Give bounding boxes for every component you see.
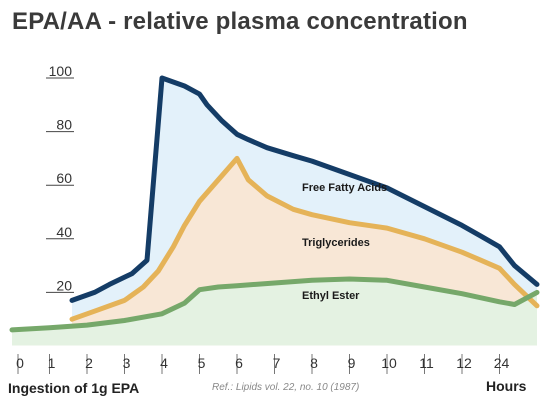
x-tick-label: 5 <box>198 355 206 371</box>
x-tick-label: 8 <box>310 355 318 371</box>
x-tick-label: 7 <box>273 355 281 371</box>
x-tick-label: 2 <box>85 355 93 371</box>
x-tick-label: 3 <box>123 355 131 371</box>
series-areas <box>12 78 537 346</box>
x-axis-caption: Ingestion of 1g EPA <box>8 380 140 396</box>
x-tick-label: 0 <box>16 355 24 371</box>
series-label-1: Triglycerides <box>302 237 370 249</box>
series-line-2 <box>9 276 540 333</box>
series-line-0 <box>69 75 540 303</box>
x-tick-label: 6 <box>235 355 243 371</box>
x-tick-label: 1 <box>48 355 56 371</box>
series-line-1 <box>69 155 540 322</box>
y-tick-label: 100 <box>49 63 73 79</box>
chart-title: EPA/AA - relative plasma concentration <box>12 8 468 35</box>
series-lines <box>9 75 540 333</box>
y-tick-label: 20 <box>56 277 72 293</box>
x-tick-label: 24 <box>494 355 510 371</box>
series-area-2 <box>12 279 537 346</box>
x-tick-label: 9 <box>348 355 356 371</box>
reference-note: Ref.: Lipids vol. 22, no. 10 (1987) <box>212 382 360 393</box>
x-tick-label: 11 <box>419 355 434 371</box>
x-tick-label: 12 <box>456 355 472 371</box>
x-tick-label: 4 <box>160 355 168 371</box>
y-tick-label: 80 <box>56 117 72 133</box>
y-tick-label: 40 <box>56 224 72 240</box>
series-label-0: Free Fatty Acids <box>302 182 387 194</box>
y-tick-label: 60 <box>56 170 72 186</box>
x-tick-label: 10 <box>381 355 397 371</box>
series-label-2: Ethyl Ester <box>302 290 360 302</box>
series-labels: Free Fatty Acids Triglycerides Ethyl Ester <box>302 182 387 302</box>
x-axis-unit: Hours <box>486 378 527 394</box>
